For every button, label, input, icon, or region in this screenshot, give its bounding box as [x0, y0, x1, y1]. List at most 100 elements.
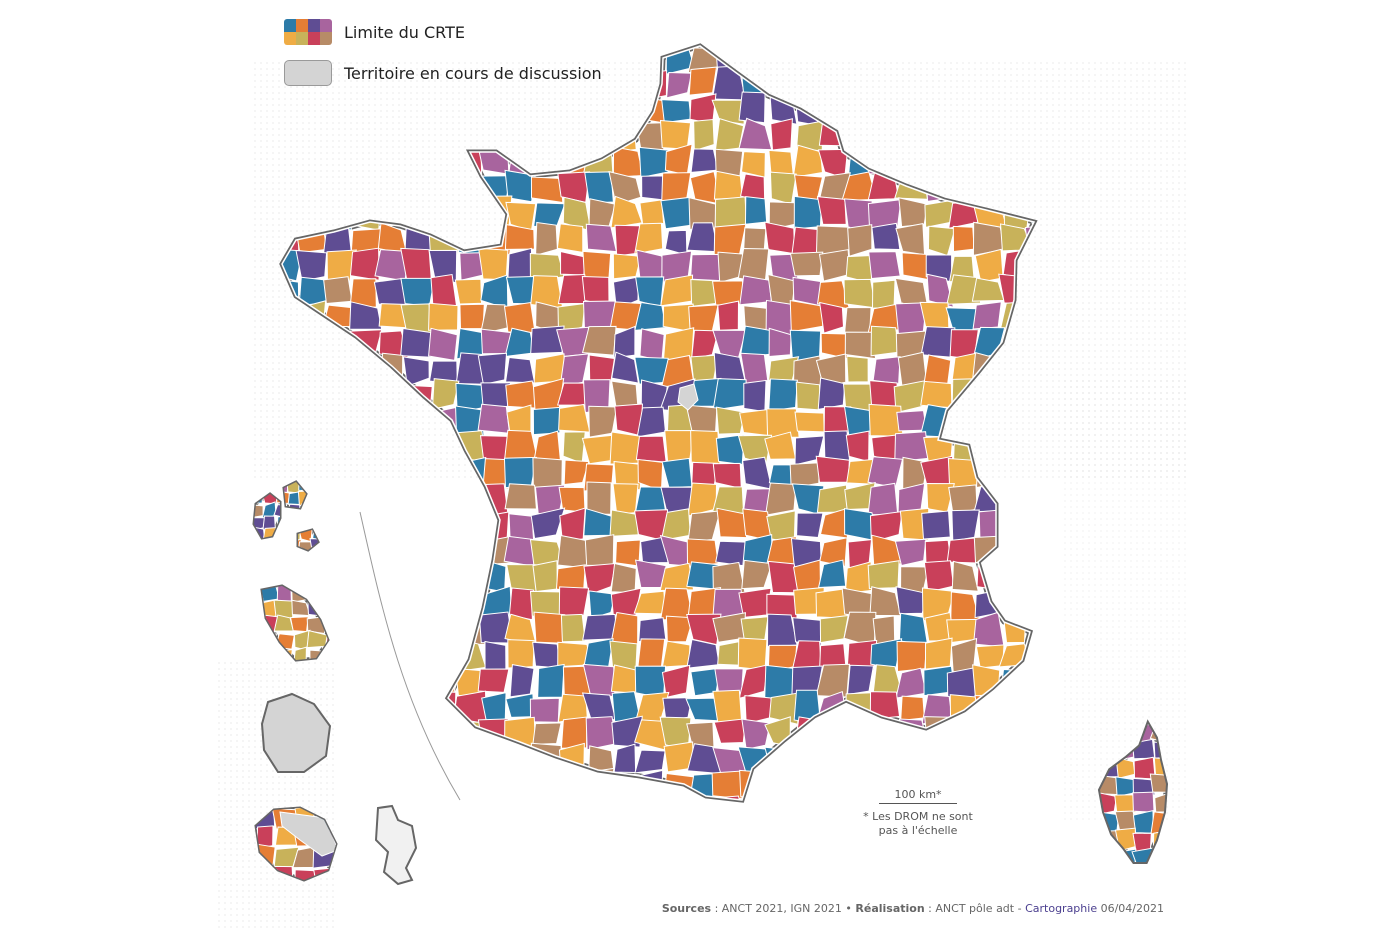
crte-territory: [816, 196, 847, 225]
crte-territory: [298, 515, 314, 527]
crte-territory: [273, 599, 294, 619]
crte-territory: [1025, 742, 1034, 778]
crte-territory: [999, 668, 1033, 697]
crte-territory: [690, 430, 721, 466]
crte-territory: [407, 690, 434, 720]
crte-territory: [454, 278, 483, 305]
legend-swatch-cell: [308, 19, 320, 32]
map-mayotte: [374, 804, 418, 886]
crte-territory: [275, 540, 289, 550]
crte-territory: [532, 457, 563, 490]
crte-territory: [713, 718, 747, 744]
crte-territory: [400, 327, 432, 358]
crte-territory: [901, 252, 929, 281]
crte-territory: [349, 768, 381, 797]
legend-swatch-cell: [308, 32, 320, 45]
crte-territory: [294, 869, 317, 880]
crte-territory: [1153, 845, 1166, 862]
crte-territory: [741, 559, 773, 590]
legend-swatch-cell: [284, 19, 296, 32]
crte-territory: [427, 559, 458, 590]
scale-line: [879, 803, 957, 804]
crte-territory: [1152, 829, 1166, 848]
crte-territory: [665, 615, 694, 643]
crte-territory: [429, 615, 461, 646]
crte-territory: [559, 507, 586, 543]
crte-territory: [292, 646, 307, 660]
crte-territory: [399, 513, 434, 543]
crte-territory: [426, 535, 459, 569]
crte-territory: [453, 540, 488, 569]
crte-territory: [924, 637, 953, 670]
crte-territory: [557, 772, 592, 798]
crte-territory: [503, 301, 536, 334]
crte-territory: [482, 748, 512, 773]
crte-territory: [530, 176, 564, 204]
crte-territory: [662, 697, 693, 722]
crte-territory: [639, 199, 665, 227]
crte-territory: [921, 510, 951, 540]
crte-territory: [583, 562, 617, 596]
crte-territory: [326, 560, 358, 593]
crte-territory: [610, 611, 639, 646]
crte-territory: [744, 196, 768, 225]
crte-territory: [402, 356, 430, 387]
crte-territory: [920, 326, 956, 358]
crte-territory: [399, 794, 433, 800]
crte-territory: [557, 797, 591, 800]
crte-territory: [532, 406, 562, 436]
crte-territory: [945, 307, 982, 333]
crte-territory: [767, 797, 794, 800]
crte-territory: [608, 798, 638, 800]
crte-territory: [503, 747, 535, 776]
crte-territory: [895, 586, 929, 615]
crte-territory: [687, 510, 721, 543]
crte-territory: [560, 716, 588, 749]
crte-territory: [477, 668, 510, 693]
crte-territory: [558, 586, 590, 621]
crte-territory: [254, 482, 265, 495]
crte-territory: [792, 773, 825, 798]
crte-territory: [375, 693, 406, 722]
crte-territory: [612, 253, 642, 280]
crte-territory: [310, 502, 318, 516]
crte-territory: [950, 744, 982, 778]
crte-territory: [428, 327, 458, 361]
crte-territory: [533, 353, 566, 384]
crte-territory: [532, 722, 562, 745]
crte-territory: [608, 170, 642, 206]
crte-territory: [507, 639, 535, 669]
crte-territory: [610, 562, 637, 594]
crte-territory: [458, 508, 484, 543]
crte-territory: [792, 144, 824, 178]
crte-territory: [764, 746, 797, 775]
crte-territory: [690, 148, 719, 173]
crte-territory: [588, 590, 616, 620]
crte-territory: [325, 484, 353, 516]
crte-territory: [303, 560, 327, 593]
crte-territory: [972, 664, 1001, 697]
crte-territory: [1025, 717, 1034, 751]
crte-territory: [1097, 864, 1120, 884]
crte-territory: [1025, 665, 1034, 694]
crte-territory: [322, 586, 328, 601]
crte-territory: [638, 146, 669, 179]
crte-territory: [972, 301, 1002, 330]
crte-territory: [477, 403, 511, 434]
crte-territory: [348, 640, 381, 671]
crte-territory: [262, 527, 278, 543]
crte-territory: [402, 612, 434, 641]
crte-territory: [556, 223, 584, 253]
crte-territory: [740, 616, 769, 641]
realisation-label: Réalisation: [855, 902, 925, 915]
cartographie-link[interactable]: Cartographie: [1025, 902, 1098, 915]
crte-territory: [1023, 563, 1034, 593]
crte-territory: [264, 537, 278, 550]
crte-territory: [338, 827, 353, 847]
crte-territory: [287, 549, 300, 550]
crte-territory: [321, 534, 357, 568]
crte-territory: [312, 482, 318, 494]
crte-territory: [401, 561, 431, 595]
crte-territory: [454, 561, 486, 595]
crte-territory: [715, 540, 748, 567]
